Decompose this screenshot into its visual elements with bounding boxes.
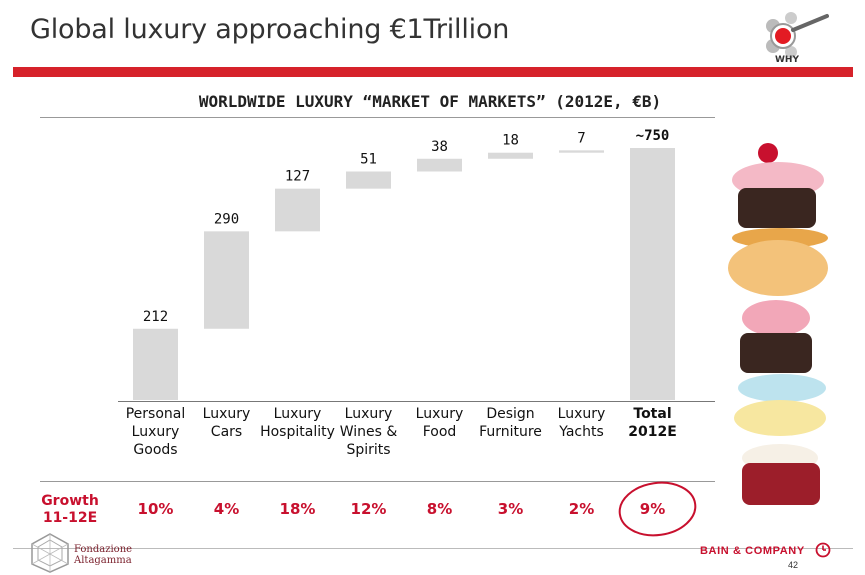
bar-7 <box>630 148 675 400</box>
category-label-6-1: Yachts <box>558 424 604 440</box>
growth-label-line-2: 11-12E <box>42 510 98 526</box>
value-label-3: 51 <box>360 152 377 168</box>
category-label-2-0: Luxury <box>274 406 322 422</box>
footer-divider <box>13 548 853 549</box>
waterfall-chart: 212 Personal Luxury Goods 290 Luxury Cars 127 Lu… <box>126 128 677 458</box>
category-label-1-0: Luxury <box>203 406 251 422</box>
category-label-5-0: Design <box>486 406 534 422</box>
bar-3 <box>346 171 391 189</box>
value-label-4: 38 <box>431 139 448 155</box>
value-label-1: 290 <box>214 211 239 227</box>
growth-value-0: 10% <box>137 500 174 518</box>
chart-baseline <box>118 401 715 402</box>
growth-value-4: 8% <box>426 500 453 518</box>
bar-6 <box>559 150 604 153</box>
growth-value-6: 2% <box>568 500 595 518</box>
highlight-ellipse <box>618 481 697 537</box>
org-line-1: Fondazione <box>74 544 133 555</box>
growth-value-3: 12% <box>350 500 387 518</box>
growth-divider <box>40 481 715 482</box>
bar-4 <box>417 158 462 172</box>
category-label-0-2: Goods <box>133 442 177 458</box>
bar-2 <box>275 188 320 232</box>
category-label-3-1: Wines & <box>340 424 398 440</box>
category-label-2-1: Hospitality <box>260 424 335 440</box>
why-label: WHY <box>775 55 799 65</box>
chart-subtitle: WORLDWIDE LUXURY “MARKET OF MARKETS” (20… <box>198 92 662 111</box>
fondazione-altagamma-logo-icon <box>31 533 69 573</box>
value-label-2: 127 <box>285 169 310 185</box>
subtitle-divider <box>40 117 715 118</box>
cupcake-tower-image <box>728 143 828 505</box>
bain-clock-icon <box>815 542 831 558</box>
category-label-4-1: Food <box>423 424 457 440</box>
bar-1 <box>204 231 249 329</box>
growth-value-5: 3% <box>497 500 524 518</box>
bain-brand: BAIN & COMPANY <box>700 545 805 557</box>
category-label-7-0: Total <box>633 406 671 422</box>
category-label-6-0: Luxury <box>558 406 606 422</box>
fondazione-altagamma-name: Fondazione Altagamma <box>74 544 132 566</box>
category-label-1-1: Cars <box>211 424 242 440</box>
header-red-bar <box>13 67 853 77</box>
page-title: Global luxury approaching €1Trillion <box>30 14 510 45</box>
category-label-7-1: 2012E <box>628 424 677 440</box>
category-label-4-0: Luxury <box>416 406 464 422</box>
org-line-2: Altagamma <box>74 555 132 566</box>
bar-5 <box>488 152 533 159</box>
category-label-5-1: Furniture <box>479 424 542 440</box>
category-label-3-2: Spirits <box>346 442 390 458</box>
growth-label-line-1: Growth <box>41 493 99 509</box>
why-magnifier-logo <box>766 12 829 58</box>
bar-0 <box>133 328 178 400</box>
growth-value-2: 18% <box>279 500 316 518</box>
growth-row-label: Growth 11-12E <box>30 493 110 527</box>
value-label-6: 7 <box>577 130 585 146</box>
value-label-0: 212 <box>143 309 168 325</box>
value-label-5: 18 <box>502 133 519 149</box>
value-label-7: ~750 <box>636 128 670 144</box>
growth-value-1: 4% <box>213 500 240 518</box>
category-label-0-1: Luxury <box>132 424 180 440</box>
category-label-3-0: Luxury <box>345 406 393 422</box>
growth-value-7: 9% <box>639 500 666 518</box>
category-label-0-0: Personal <box>126 406 186 422</box>
page-number: 42 <box>788 560 799 570</box>
